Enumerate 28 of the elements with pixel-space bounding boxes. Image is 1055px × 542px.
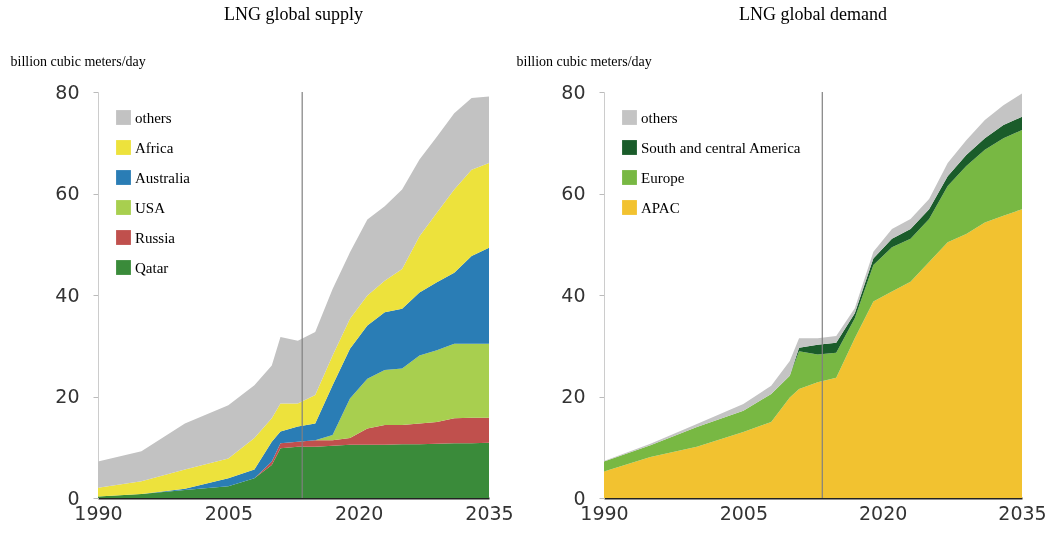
legend-label: USA [135, 199, 166, 216]
legend-label: others [641, 109, 678, 126]
y-axis-title: billion cubic meters/day [516, 53, 652, 69]
y-tick-label: 60 [561, 182, 586, 204]
y-tick-label: 60 [55, 182, 80, 204]
x-tick-label: 2035 [998, 501, 1047, 524]
legend-label: Russia [135, 229, 176, 246]
legend-label: Qatar [135, 259, 169, 276]
x-tick-label: 2035 [465, 501, 514, 524]
chart-title: LNG global demand [739, 4, 887, 24]
y-tick-label: 20 [55, 385, 80, 407]
y-axis-title: billion cubic meters/day [10, 53, 146, 69]
legend-label: others [135, 109, 172, 126]
y-tick-label: 80 [561, 80, 586, 103]
legend-label: APAC [641, 199, 680, 216]
x-tick-label: 2005 [719, 501, 769, 524]
x-tick-label: 2020 [334, 501, 384, 524]
y-tick-label: 40 [561, 283, 586, 306]
y-tick-label: 20 [561, 385, 586, 407]
chart-title: LNG global supply [224, 4, 363, 24]
x-tick-label: 2005 [204, 501, 254, 524]
legend-label: Australia [135, 169, 191, 186]
x-tick-label: 2020 [858, 501, 908, 524]
y-tick-label: 80 [55, 80, 80, 103]
legend-label: South and central America [641, 139, 801, 156]
legend-label: Africa [135, 139, 174, 156]
legend-label: Europe [641, 169, 685, 186]
y-tick-label: 40 [55, 283, 80, 306]
